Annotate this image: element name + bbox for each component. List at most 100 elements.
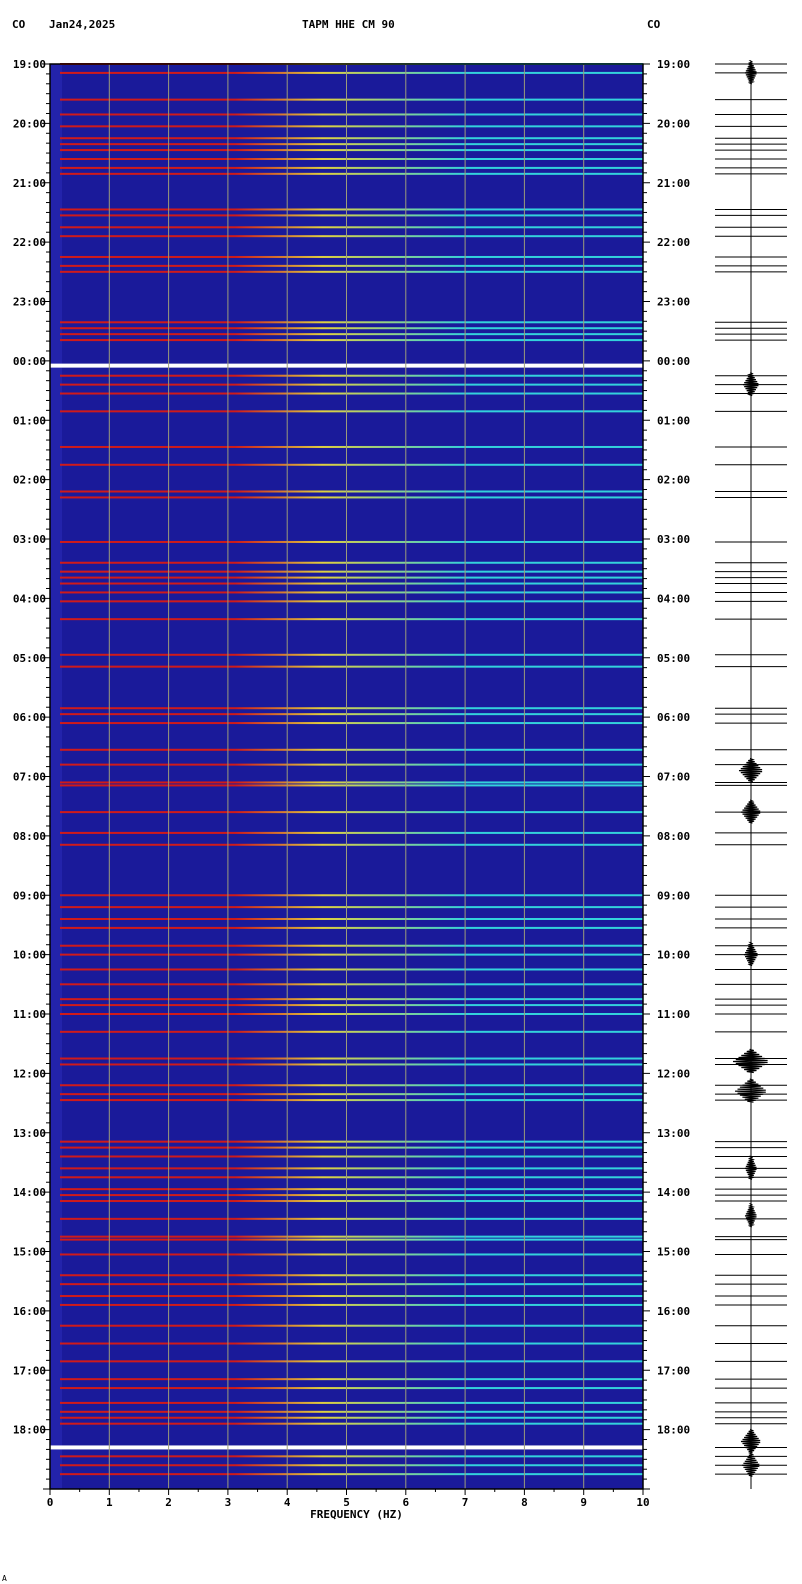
energy-band [60, 763, 643, 766]
x-tick-label: 3 [225, 1496, 232, 1509]
y-tick-label-left: 19:00 [13, 58, 46, 71]
network-code-left: CO [12, 18, 26, 31]
y-tick-label-left: 14:00 [13, 1186, 46, 1199]
y-tick-label-right: 02:00 [657, 474, 690, 487]
energy-band [60, 1140, 643, 1143]
energy-band [60, 570, 643, 573]
energy-band [60, 983, 643, 986]
trace-burst [740, 799, 761, 824]
y-tick-label-left: 17:00 [13, 1364, 46, 1377]
y-tick-label-right: 11:00 [657, 1008, 690, 1021]
energy-band [60, 748, 643, 751]
energy-band [60, 235, 643, 238]
energy-band [60, 781, 643, 784]
energy-band [60, 321, 643, 324]
energy-band [60, 1274, 643, 1277]
energy-band [60, 166, 643, 169]
energy-band [60, 327, 643, 330]
station-title: TAPM HHE CM 90 [302, 18, 395, 31]
y-tick-label-left: 09:00 [13, 889, 46, 902]
y-tick-label-right: 10:00 [657, 949, 690, 962]
energy-band [60, 1030, 643, 1033]
energy-band [60, 1422, 643, 1425]
energy-band [60, 1099, 643, 1102]
y-tick-label-left: 00:00 [13, 355, 46, 368]
y-tick-label-left: 11:00 [13, 1008, 46, 1021]
trace-burst [732, 1048, 768, 1074]
energy-band [60, 1188, 643, 1191]
y-tick-label-left: 01:00 [13, 414, 46, 427]
network-code-right: CO [647, 18, 661, 31]
energy-band [60, 1473, 643, 1476]
energy-band [60, 722, 643, 725]
y-tick-label-left: 04:00 [13, 592, 46, 605]
y-tick-label-left: 10:00 [13, 949, 46, 962]
energy-band [60, 226, 643, 229]
energy-band [60, 125, 643, 128]
y-tick-label-right: 03:00 [657, 533, 690, 546]
y-tick-label-left: 06:00 [13, 711, 46, 724]
y-tick-label-left: 20:00 [13, 117, 46, 130]
x-tick-label: 2 [165, 1496, 172, 1509]
y-tick-label-right: 21:00 [657, 177, 690, 190]
energy-band [60, 618, 643, 621]
energy-band [60, 918, 643, 920]
y-tick-label-right: 16:00 [657, 1305, 690, 1318]
trace-burst [741, 1452, 760, 1477]
energy-band [60, 707, 643, 710]
energy-band [60, 1217, 643, 1220]
energy-band [60, 1378, 643, 1381]
x-tick-label: 0 [47, 1496, 54, 1509]
energy-band [60, 968, 643, 971]
x-tick-label: 5 [343, 1496, 350, 1509]
energy-band [60, 392, 643, 395]
y-tick-label-right: 18:00 [657, 1424, 690, 1437]
y-tick-label-right: 23:00 [657, 296, 690, 309]
footer-mark: A [2, 1574, 7, 1583]
y-tick-label-right: 17:00 [657, 1364, 690, 1377]
energy-band [60, 1013, 643, 1015]
energy-band [60, 1295, 643, 1298]
y-tick-label-right: 07:00 [657, 771, 690, 784]
energy-band [60, 1387, 643, 1390]
energy-band [60, 591, 643, 594]
energy-band [60, 172, 643, 175]
energy-band [60, 944, 643, 947]
energy-band [60, 1464, 643, 1467]
energy-band [60, 906, 643, 909]
energy-band [60, 1176, 643, 1179]
trace-burst [743, 941, 758, 967]
y-tick-label-left: 21:00 [13, 177, 46, 190]
x-tick-label: 6 [402, 1496, 409, 1509]
y-tick-label-right: 09:00 [657, 889, 690, 902]
trace-burst [742, 372, 759, 397]
energy-band [60, 1063, 643, 1066]
x-tick-label: 9 [580, 1496, 587, 1509]
energy-band [60, 383, 643, 386]
trace-burst [740, 1428, 761, 1454]
trace-burst [744, 60, 757, 85]
x-tick-label: 8 [521, 1496, 528, 1509]
energy-band [60, 264, 643, 267]
y-tick-label-left: 16:00 [13, 1305, 46, 1318]
low-frequency-strip [50, 64, 62, 1489]
energy-band [60, 665, 643, 668]
y-tick-label-left: 15:00 [13, 1246, 46, 1259]
y-tick-label-right: 20:00 [657, 117, 690, 130]
x-axis-label: FREQUENCY (HZ) [310, 1508, 403, 1521]
energy-band [60, 71, 643, 74]
trace-burst [738, 757, 763, 783]
energy-band [60, 1342, 643, 1345]
energy-band [60, 339, 643, 342]
energy-band [60, 149, 643, 152]
y-tick-label-left: 07:00 [13, 771, 46, 784]
energy-band [60, 1238, 643, 1241]
energy-band [60, 831, 643, 834]
energy-band [60, 843, 643, 846]
energy-band [60, 113, 643, 116]
y-tick-label-right: 00:00 [657, 355, 690, 368]
energy-band [60, 137, 643, 140]
energy-band [60, 1324, 643, 1327]
energy-band [60, 953, 643, 956]
energy-band [60, 214, 643, 217]
